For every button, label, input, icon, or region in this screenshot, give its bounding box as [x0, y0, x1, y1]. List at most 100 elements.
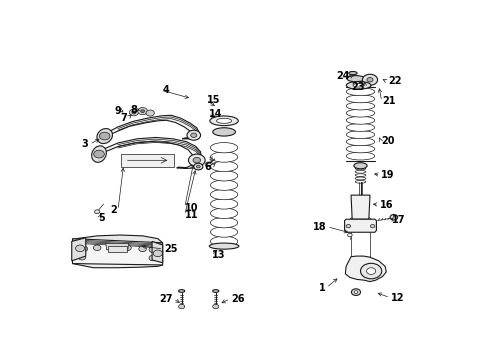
Text: 21: 21 [382, 96, 395, 107]
Ellipse shape [178, 290, 184, 292]
Ellipse shape [216, 118, 231, 123]
Ellipse shape [354, 174, 365, 176]
Circle shape [149, 247, 156, 252]
Circle shape [389, 215, 397, 220]
Text: 5: 5 [98, 213, 104, 224]
Circle shape [94, 150, 104, 158]
Ellipse shape [212, 128, 235, 136]
Circle shape [99, 132, 110, 140]
Circle shape [351, 289, 360, 296]
Ellipse shape [210, 152, 237, 162]
Text: 26: 26 [230, 294, 244, 304]
Text: 16: 16 [379, 199, 392, 210]
Circle shape [347, 233, 351, 237]
Ellipse shape [354, 167, 365, 170]
Circle shape [346, 225, 350, 228]
Circle shape [362, 74, 377, 85]
Circle shape [196, 165, 200, 168]
Circle shape [190, 133, 196, 138]
Circle shape [80, 246, 87, 252]
Circle shape [94, 210, 100, 214]
Text: 17: 17 [391, 215, 404, 225]
Circle shape [193, 163, 203, 170]
Polygon shape [345, 256, 386, 282]
Ellipse shape [346, 145, 374, 153]
Text: 18: 18 [312, 222, 326, 232]
Ellipse shape [346, 109, 374, 117]
Ellipse shape [346, 76, 365, 82]
Ellipse shape [354, 170, 365, 173]
Polygon shape [107, 246, 126, 252]
Circle shape [366, 268, 375, 274]
Circle shape [366, 77, 372, 82]
Text: 7: 7 [120, 113, 127, 123]
Circle shape [141, 110, 144, 112]
Ellipse shape [210, 143, 237, 153]
Circle shape [360, 263, 381, 279]
Text: 14: 14 [208, 109, 222, 119]
Ellipse shape [346, 123, 374, 131]
Text: 22: 22 [387, 76, 401, 86]
Circle shape [129, 109, 138, 116]
Text: 15: 15 [206, 95, 220, 105]
Ellipse shape [210, 208, 237, 219]
Circle shape [146, 110, 154, 116]
Ellipse shape [354, 180, 365, 183]
Text: 6: 6 [203, 162, 210, 172]
Ellipse shape [346, 138, 374, 146]
Ellipse shape [210, 217, 237, 228]
Circle shape [193, 157, 200, 163]
Ellipse shape [212, 290, 218, 292]
Polygon shape [108, 115, 199, 139]
Polygon shape [152, 242, 163, 263]
Text: 19: 19 [381, 170, 394, 180]
Ellipse shape [346, 81, 370, 89]
Ellipse shape [210, 180, 237, 190]
Text: 11: 11 [185, 210, 199, 220]
Ellipse shape [346, 95, 374, 103]
Ellipse shape [210, 227, 237, 237]
Text: 12: 12 [390, 293, 404, 303]
Circle shape [186, 130, 200, 140]
Circle shape [75, 245, 84, 252]
Ellipse shape [353, 163, 366, 169]
Circle shape [139, 246, 146, 252]
Text: 3: 3 [81, 139, 88, 149]
Circle shape [212, 304, 218, 309]
Ellipse shape [352, 84, 364, 87]
Circle shape [369, 225, 374, 228]
Ellipse shape [209, 243, 238, 249]
Circle shape [78, 255, 85, 260]
Polygon shape [72, 261, 163, 268]
Ellipse shape [209, 116, 238, 126]
Ellipse shape [346, 116, 374, 124]
Text: 13: 13 [211, 250, 225, 260]
Text: 24: 24 [336, 72, 349, 81]
Circle shape [138, 108, 147, 115]
Text: 20: 20 [381, 136, 394, 146]
Text: 27: 27 [159, 294, 172, 304]
Circle shape [188, 154, 205, 166]
Ellipse shape [210, 199, 237, 209]
Polygon shape [76, 235, 163, 244]
FancyBboxPatch shape [121, 154, 174, 167]
Polygon shape [103, 138, 201, 168]
Text: 4: 4 [163, 85, 169, 95]
Text: 1: 1 [318, 283, 325, 293]
Circle shape [153, 250, 162, 257]
Circle shape [205, 162, 211, 167]
Ellipse shape [97, 129, 112, 144]
Text: 23: 23 [350, 82, 364, 92]
Polygon shape [72, 239, 163, 265]
Polygon shape [350, 195, 369, 219]
Text: 9: 9 [114, 106, 121, 116]
Circle shape [93, 245, 101, 251]
Ellipse shape [354, 177, 365, 180]
Text: 2: 2 [110, 205, 117, 215]
Text: 10: 10 [185, 203, 199, 212]
Circle shape [178, 304, 184, 309]
Ellipse shape [346, 102, 374, 110]
Ellipse shape [210, 161, 237, 172]
Ellipse shape [346, 152, 374, 160]
Polygon shape [105, 243, 128, 250]
